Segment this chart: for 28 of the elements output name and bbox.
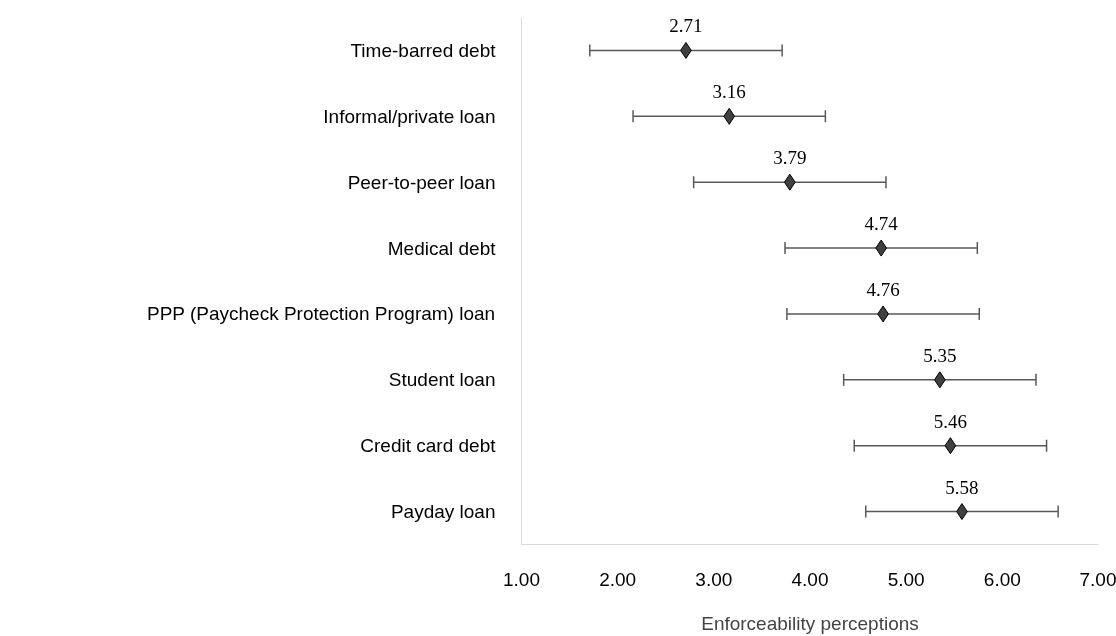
y-tick-label: Informal/private loan: [323, 105, 496, 127]
y-tick-label: Medical debt: [387, 237, 497, 259]
y-tick-label: Student loan: [388, 369, 496, 391]
point: [723, 107, 736, 125]
data-label: 3.79: [773, 147, 807, 169]
y-tick-label: Payday loan: [390, 501, 496, 523]
x-tick-label: 6.00: [983, 568, 1021, 590]
x-tick-label: 3.00: [695, 568, 733, 590]
data-label: 2.71: [669, 15, 703, 37]
data-label: 5.35: [923, 344, 957, 366]
x-tick-label: 4.00: [791, 568, 829, 590]
data-label: 4.74: [864, 213, 899, 235]
y-tick-label: Credit card debt: [360, 435, 497, 457]
y-tick-label: PPP (Paycheck Protection Program) loan: [147, 303, 496, 325]
x-tick-label: 1.00: [503, 568, 540, 590]
y-tick-label: Time-barred debt: [350, 39, 497, 61]
x-tick-label: 2.00: [599, 568, 637, 590]
data-label: 5.58: [945, 476, 979, 498]
data-label: 5.46: [933, 410, 968, 432]
point: [783, 173, 796, 191]
y-tick-label: Peer-to-peer loan: [347, 171, 496, 193]
x-tick-label: 5.00: [887, 568, 925, 590]
x-tick-label: 7.00: [1079, 568, 1116, 590]
x-axis-title: Enforceability perceptions: [701, 612, 919, 634]
data-label: 4.76: [866, 278, 900, 300]
data-label: 3.16: [712, 81, 746, 103]
point: [933, 371, 946, 389]
point: [944, 437, 957, 455]
